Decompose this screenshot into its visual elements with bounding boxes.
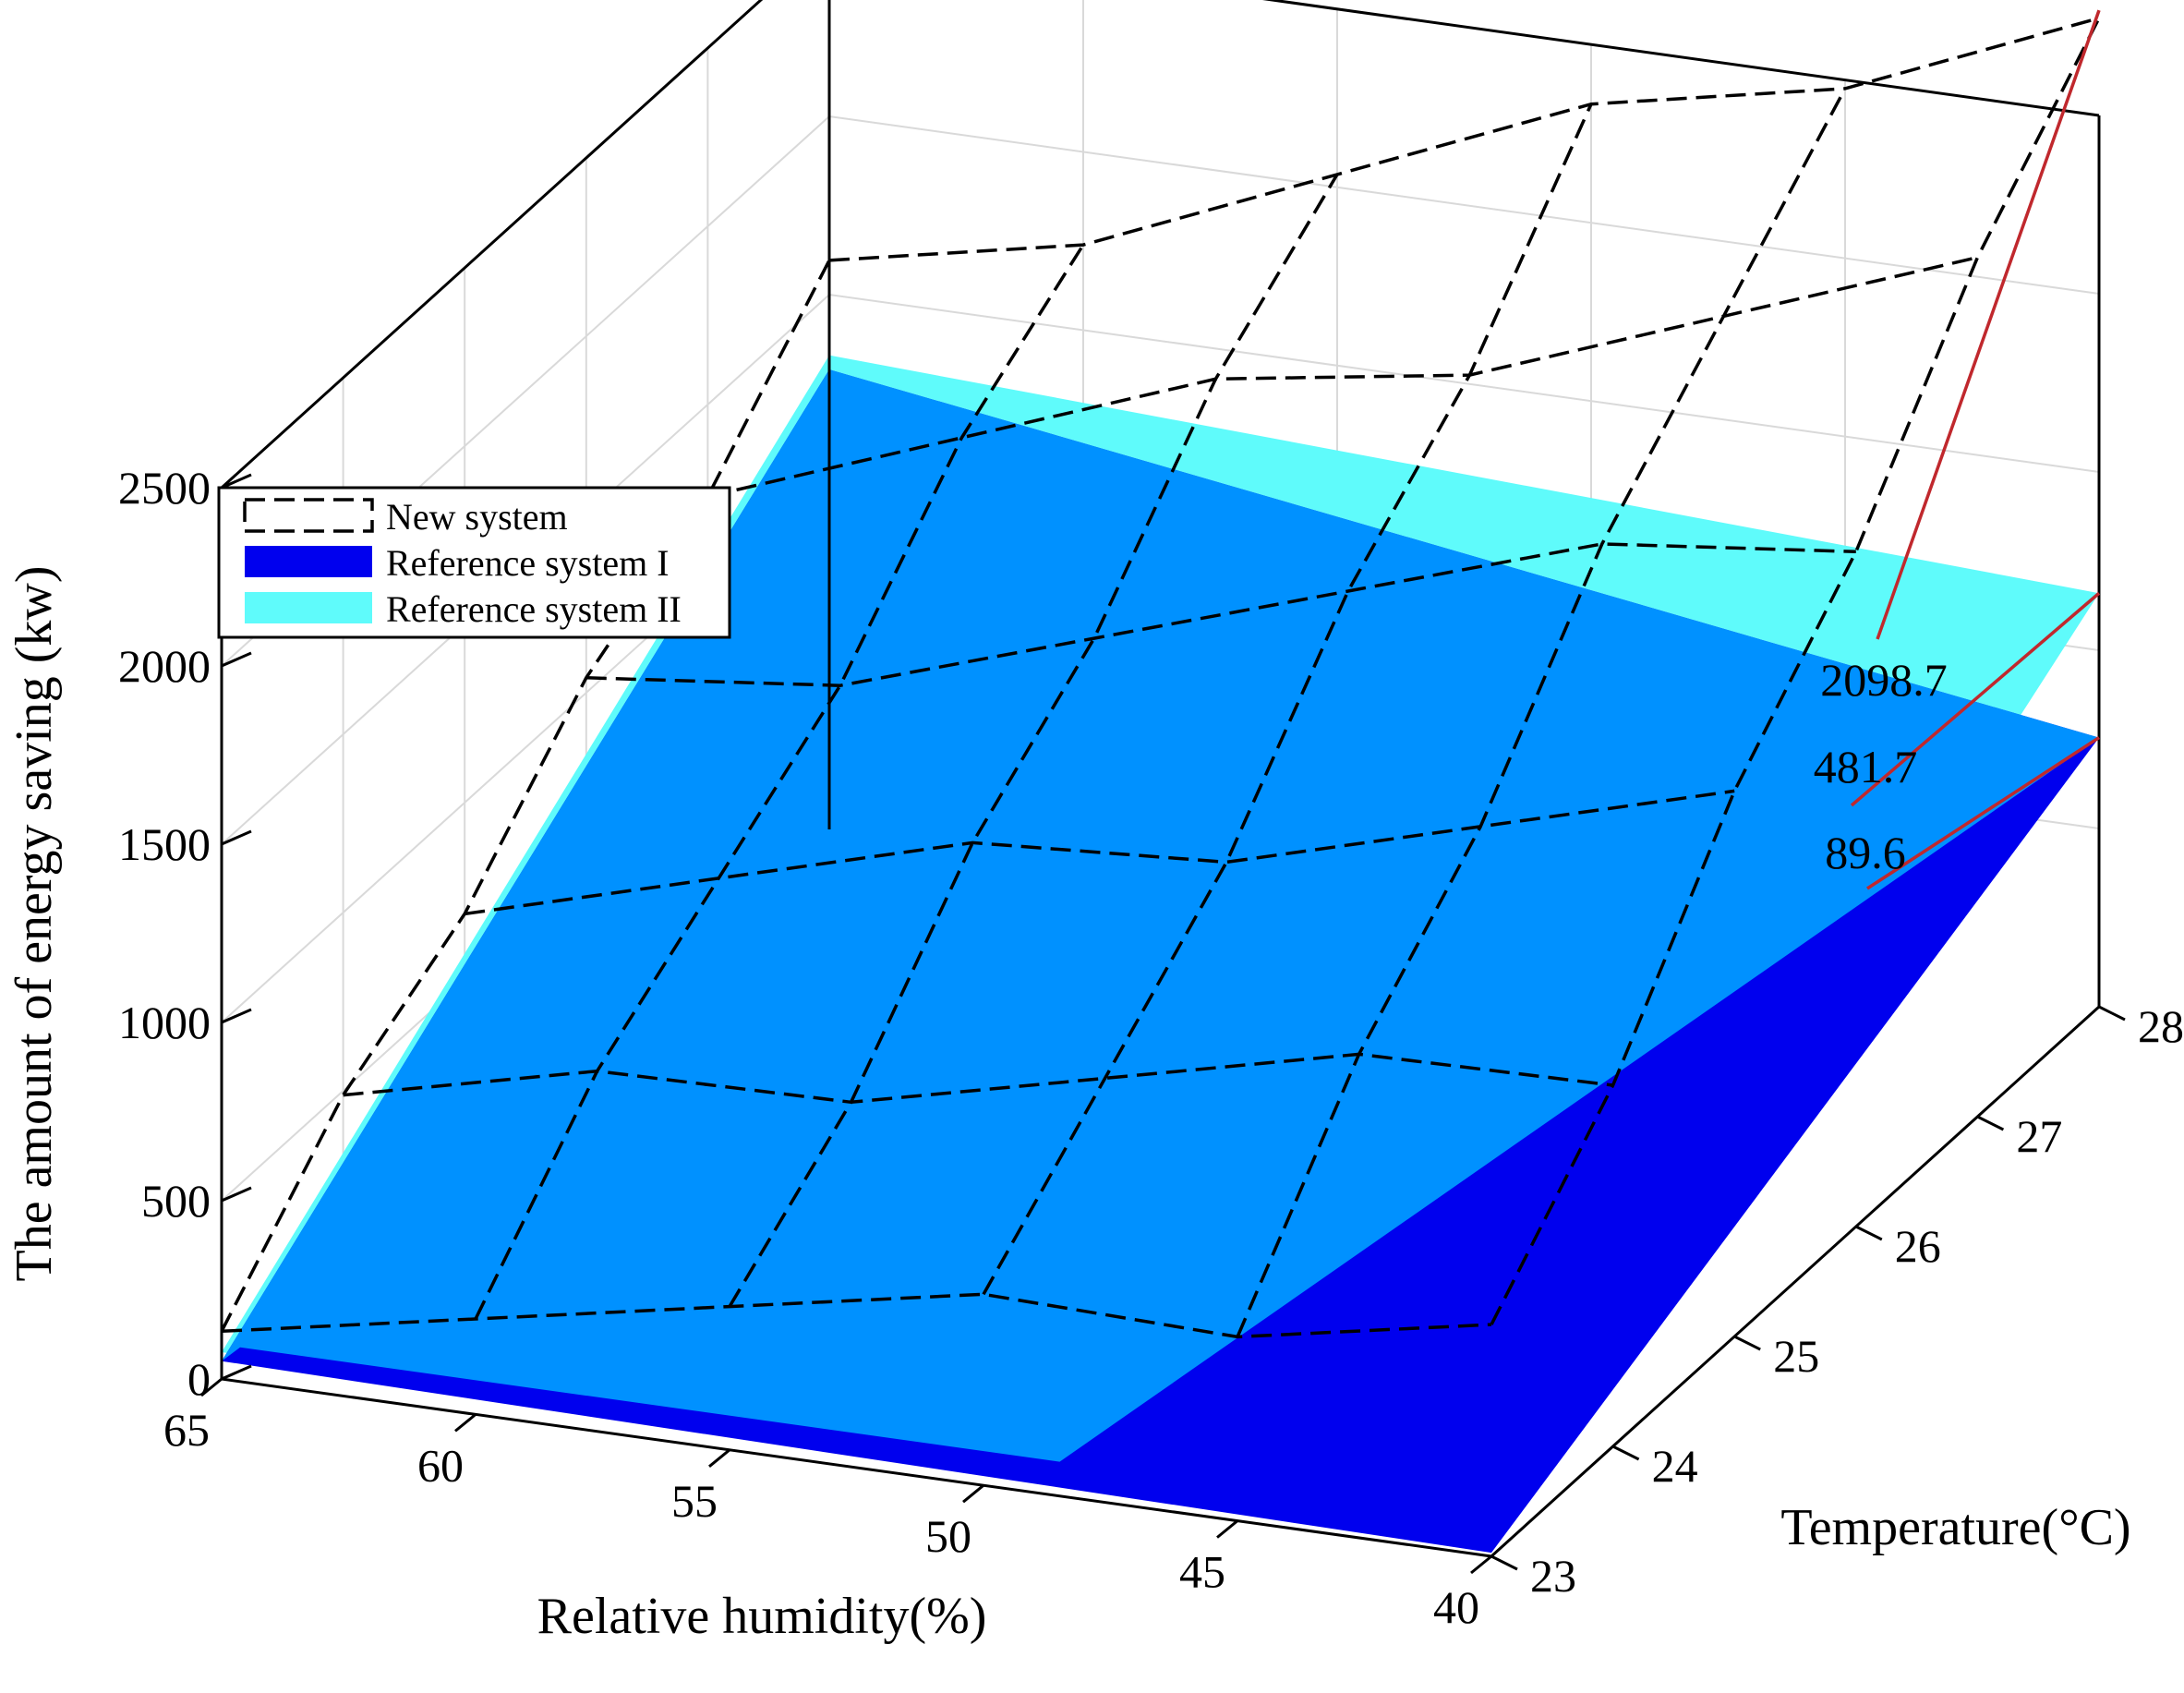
z-tick-label-0: 0 <box>187 1353 211 1405</box>
y-tick-label-0: 23 <box>1530 1550 1576 1602</box>
wireframe-line-t-1 <box>343 1052 1613 1105</box>
legend-label-new-system: New system <box>386 496 568 538</box>
wireframe-line-t-4 <box>707 255 1978 499</box>
x-tick-4 <box>1216 1519 1238 1539</box>
box-edge-5 <box>221 1377 1492 1558</box>
box-edge-1 <box>220 0 764 490</box>
y-tick-5 <box>2098 1005 2126 1022</box>
legend-label-reference-system-2: Reference system II <box>386 588 682 630</box>
annotation-layer: 2098.7 481.7 89.6 <box>1814 9 2101 890</box>
x-tick-label-2: 55 <box>671 1475 718 1527</box>
annotation-label-1: 481.7 <box>1814 741 1918 792</box>
x-tick-label-5: 40 <box>1433 1581 1479 1633</box>
wireframe-line-t-2 <box>464 789 1735 916</box>
surface-layer <box>222 355 2099 1554</box>
z-tick-0 <box>221 1364 252 1381</box>
annotation-label-2: 89.6 <box>1825 827 1906 878</box>
annotation-leader-1 <box>1850 591 2101 807</box>
box-edge-6 <box>1490 1005 2101 1558</box>
wireframe-line-rh-5 <box>1490 17 2101 1325</box>
legend-swatch-new-system <box>243 498 374 533</box>
x-tick-3 <box>962 1484 984 1504</box>
z-tick-5 <box>221 473 252 490</box>
y-axis-title: Temperature(°C) <box>1780 1499 2130 1556</box>
x-tick-label-1: 60 <box>417 1439 464 1491</box>
x-tick-2 <box>708 1448 730 1468</box>
x-tick-1 <box>454 1413 477 1433</box>
box-edge-3 <box>1261 0 2100 117</box>
legend-swatch-reference-system-1 <box>245 546 372 577</box>
wireframe-layer <box>220 16 2101 1339</box>
z-tick-label-1: 500 <box>141 1175 211 1227</box>
y-tick-4 <box>1976 1115 2005 1131</box>
wireframe-line-rh-0 <box>220 260 831 1333</box>
y-tick-label-2: 25 <box>1773 1330 1819 1382</box>
legend-label-reference-system-1: Reference system I <box>386 542 670 584</box>
y-tick-1 <box>1611 1445 1640 1461</box>
z-tick-1 <box>221 1186 252 1203</box>
z-tick-label-5: 2500 <box>118 462 211 514</box>
y-tick-label-4: 27 <box>2016 1110 2062 1162</box>
y-tick-0 <box>1490 1554 1518 1571</box>
surface-overlap-region <box>222 369 2099 1462</box>
annotation-label-0: 2098.7 <box>1820 654 1948 706</box>
wireframe-line-rh-4 <box>1236 88 1847 1338</box>
z-axis-title: The amount of energy saving (kw) <box>6 566 63 1282</box>
wireframe-line-t-3 <box>585 542 1856 687</box>
x-tick-label-0: 65 <box>163 1404 210 1456</box>
x-tick-5 <box>1470 1554 1492 1575</box>
legend: New system Reference system I Reference … <box>217 486 731 639</box>
z-tick-3 <box>221 829 252 846</box>
x-tick-0 <box>200 1377 223 1397</box>
y-tick-label-3: 26 <box>1895 1220 1941 1272</box>
box-frame-layer <box>220 0 2101 1558</box>
x-tick-label-4: 45 <box>1179 1546 1225 1598</box>
x-tick-label-3: 50 <box>925 1510 971 1562</box>
y-tick-2 <box>1733 1335 1761 1351</box>
z-tick-4 <box>221 651 252 668</box>
z-tick-2 <box>221 1008 252 1024</box>
tick-layer: 0 500 1000 1500 2000 2500 65 60 55 50 45 40 23 24 25 26… <box>118 462 2184 1633</box>
x-axis-title: Relative humidity(%) <box>537 1588 987 1645</box>
z-tick-label-4: 2000 <box>118 640 211 692</box>
y-tick-label-5: 28 <box>2138 1000 2184 1052</box>
annotation-leader-0 <box>1876 9 2101 640</box>
z-tick-label-2: 1000 <box>118 997 211 1048</box>
y-tick-3 <box>1855 1225 1883 1241</box>
wireframe-line-t-0 <box>221 1292 1492 1339</box>
wireframe-line-t-5 <box>828 16 2100 262</box>
z-tick-label-3: 1500 <box>118 818 211 870</box>
legend-swatch-reference-system-2 <box>245 592 372 623</box>
wireframe-line-rh-1 <box>474 244 1085 1320</box>
annotation-leader-2 <box>1866 736 2100 890</box>
y-tick-label-1: 24 <box>1652 1440 1698 1492</box>
grid-line-z-5 <box>221 0 2100 489</box>
